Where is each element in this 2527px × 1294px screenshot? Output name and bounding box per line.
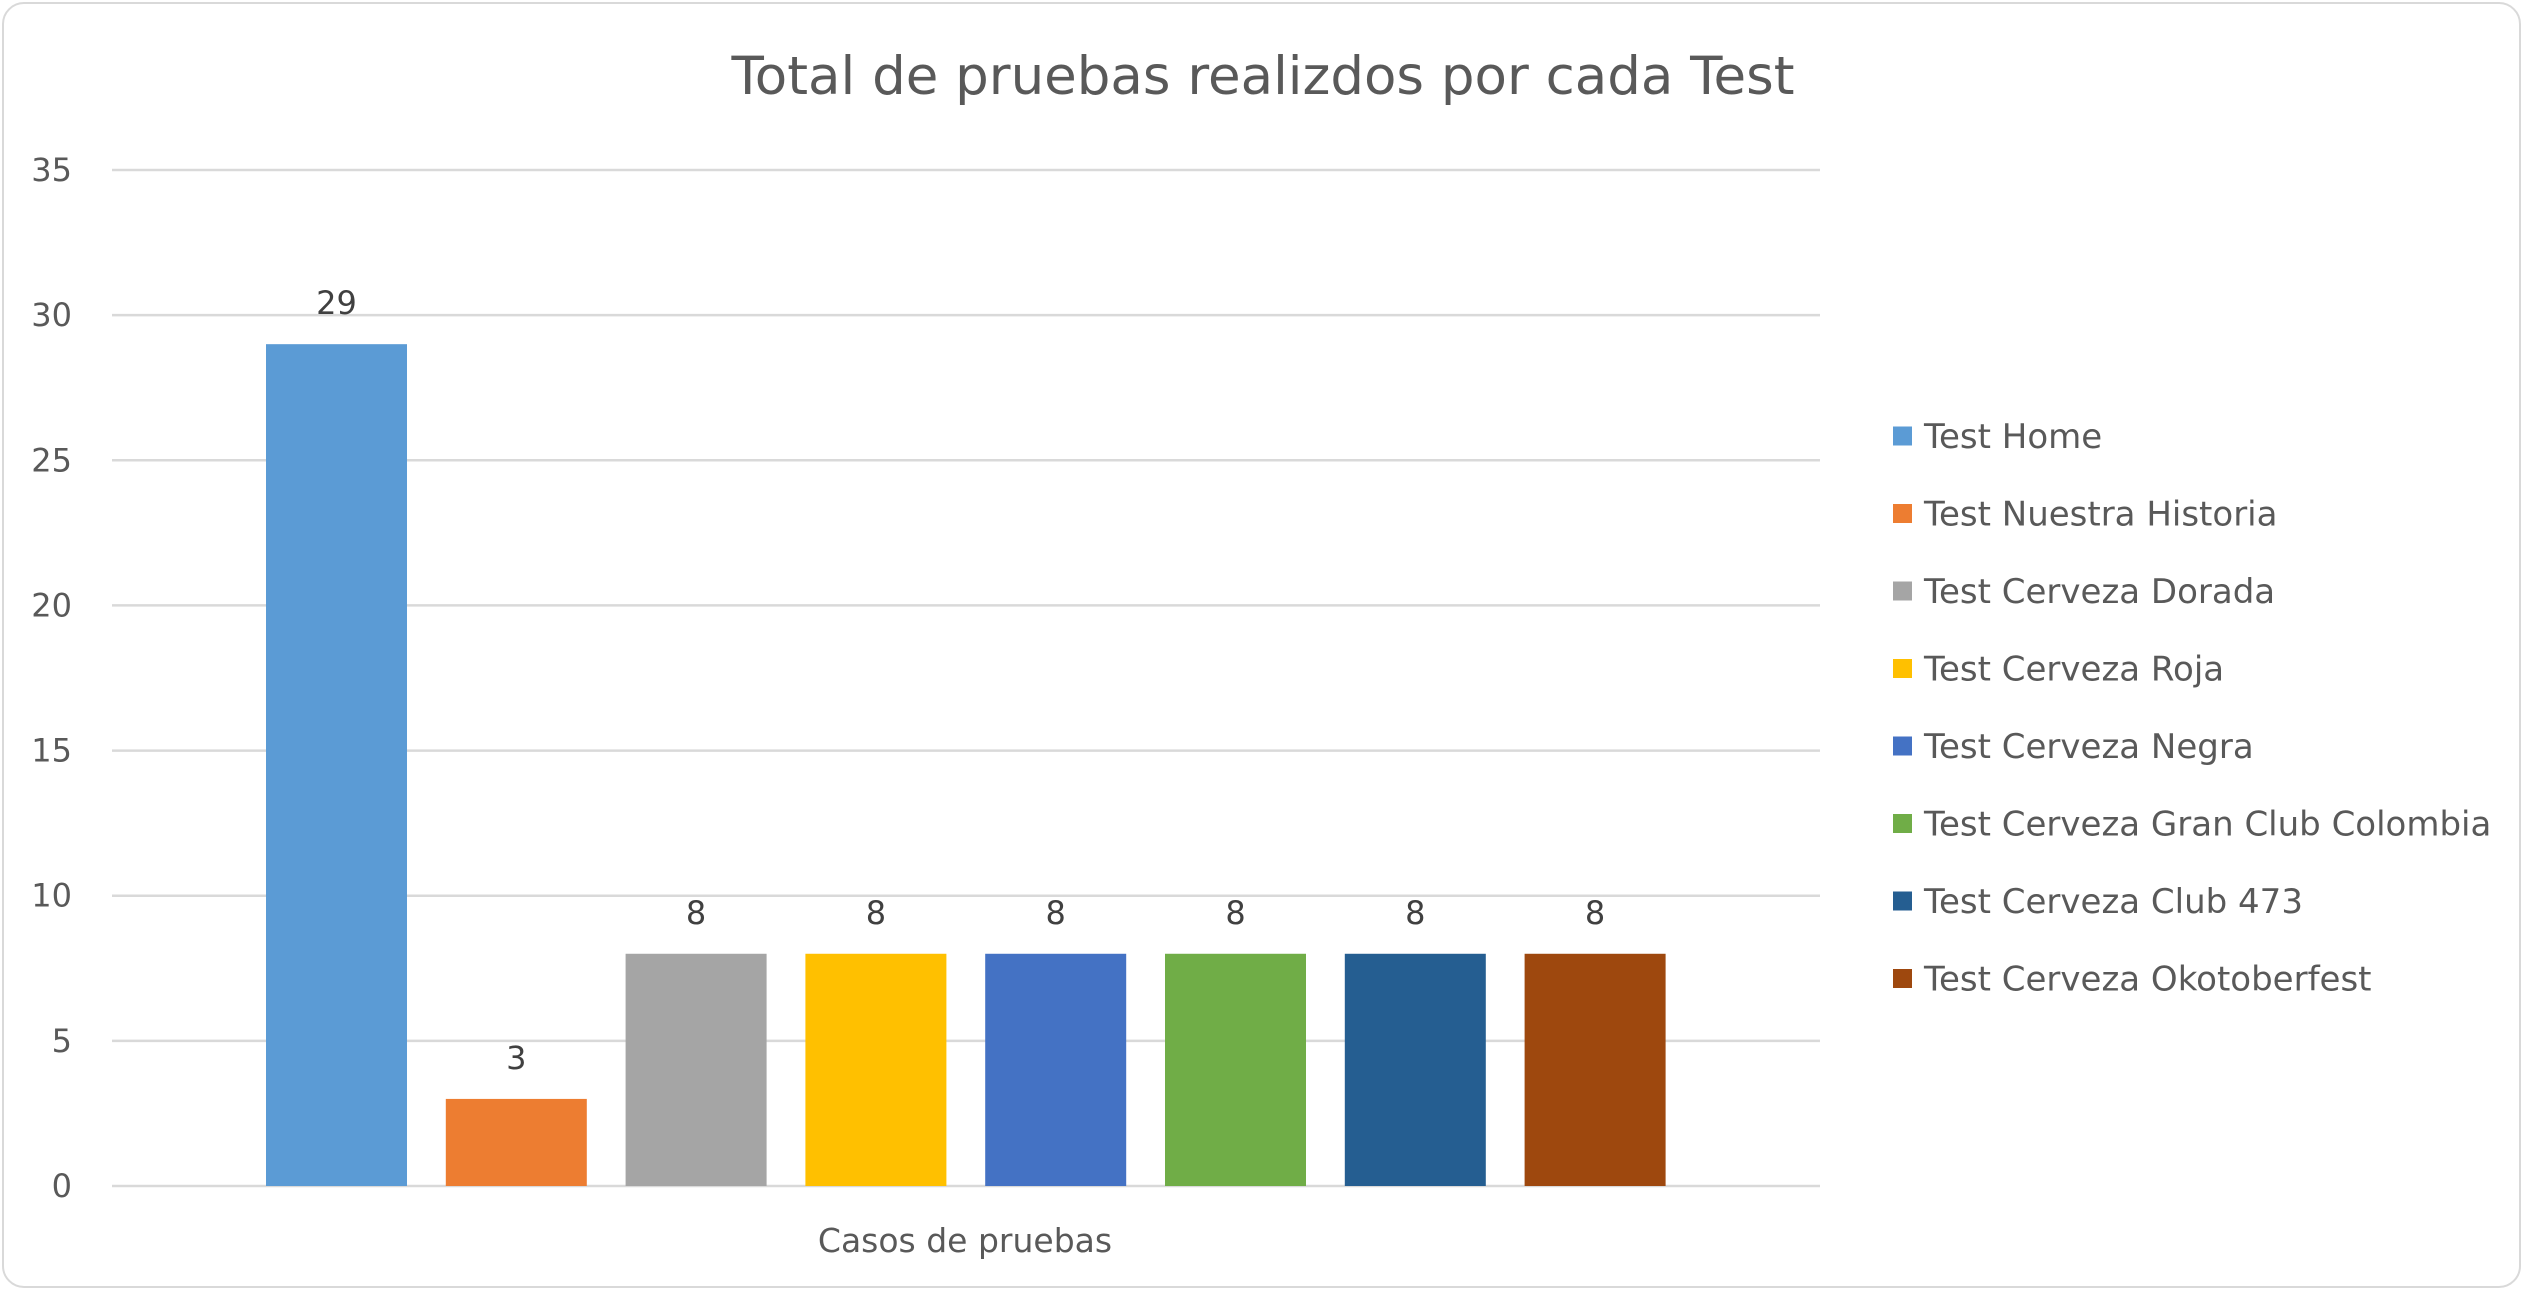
data-label: 8 bbox=[1046, 894, 1066, 932]
legend-label: Test Cerveza Dorada bbox=[1923, 572, 2275, 612]
legend: Test Home Test Nuestra Historia Test Cerve… bbox=[1893, 417, 2491, 1000]
y-axis-ticks: 0 5 10 15 20 25 30 35 bbox=[31, 151, 72, 1205]
y-tick-label: 35 bbox=[31, 151, 72, 189]
bar-test-cerveza-dorada bbox=[625, 953, 767, 1186]
legend-swatch bbox=[1893, 426, 1912, 446]
legend-label: Test Home bbox=[1923, 417, 2102, 457]
legend-label: Test Cerveza Club 473 bbox=[1923, 882, 2303, 922]
bar-test-home bbox=[266, 344, 407, 1187]
y-tick-label: 5 bbox=[52, 1022, 72, 1060]
legend-label: Test Cerveza Negra bbox=[1923, 727, 2254, 767]
data-label: 8 bbox=[686, 894, 706, 932]
legend-swatch bbox=[1893, 659, 1912, 678]
data-label: 8 bbox=[1585, 894, 1605, 932]
y-tick-label: 20 bbox=[31, 586, 72, 624]
bar-test-cerveza-gran-club-colombia bbox=[1165, 953, 1306, 1186]
legend-swatch bbox=[1893, 891, 1912, 911]
y-tick-label: 10 bbox=[31, 877, 72, 915]
legend-label: Test Nuestra Historia bbox=[1923, 495, 2277, 535]
y-tick-label: 0 bbox=[52, 1167, 72, 1205]
y-tick-label: 25 bbox=[31, 441, 72, 479]
legend-swatch bbox=[1893, 814, 1912, 833]
legend-swatch bbox=[1893, 581, 1912, 601]
legend-swatch bbox=[1893, 736, 1912, 756]
bars bbox=[266, 344, 1666, 1187]
data-labels: 29 3 8 8 8 8 8 8 bbox=[316, 284, 1605, 1077]
data-label: 8 bbox=[866, 894, 886, 932]
data-label: 29 bbox=[316, 284, 357, 322]
x-axis-label: Casos de pruebas bbox=[818, 1221, 1112, 1260]
legend-label: Test Cerveza Gran Club Colombia bbox=[1923, 805, 2491, 845]
data-label: 8 bbox=[1225, 894, 1245, 932]
bar-test-cerveza-roja bbox=[805, 953, 947, 1186]
y-tick-label: 30 bbox=[31, 296, 72, 334]
bar-test-cerveza-okotoberfest bbox=[1524, 953, 1666, 1186]
bar-test-cerveza-club-473 bbox=[1344, 953, 1486, 1186]
legend-label: Test Cerveza Roja bbox=[1923, 650, 2224, 690]
chart-title: Total de pruebas realizdos por cada Test bbox=[730, 46, 1794, 107]
data-label: 3 bbox=[506, 1039, 526, 1077]
bar-test-nuestra-historia bbox=[445, 1098, 587, 1186]
y-tick-label: 15 bbox=[31, 732, 72, 770]
legend-label: Test Cerveza Okotoberfest bbox=[1923, 960, 2372, 1000]
legend-swatch bbox=[1893, 969, 1912, 988]
legend-swatch bbox=[1893, 504, 1912, 523]
bar-test-cerveza-negra bbox=[985, 953, 1127, 1186]
data-label: 8 bbox=[1405, 894, 1425, 932]
